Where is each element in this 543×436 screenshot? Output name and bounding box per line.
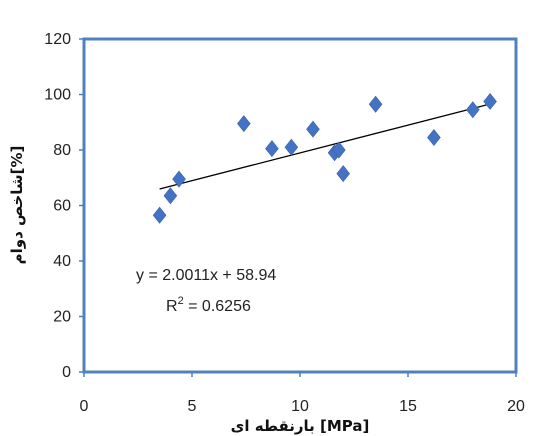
data-point <box>284 138 299 156</box>
r-squared-superscript: 2 <box>178 295 184 307</box>
y-tick-label: 0 <box>62 364 71 381</box>
y-tick-label: 100 <box>44 87 71 104</box>
data-point <box>163 187 178 205</box>
data-point <box>466 101 480 119</box>
data-point <box>483 92 497 110</box>
data-point <box>172 170 186 188</box>
plot-area-border <box>82 37 518 374</box>
y-tick-label: 40 <box>53 253 71 270</box>
y-axis-title: شاخص دوام[%] <box>8 146 26 265</box>
x-axis-title: بارنقطه ای [MPa] <box>231 417 370 435</box>
y-tick-label: 80 <box>53 142 71 159</box>
x-tick-label: 10 <box>291 398 309 415</box>
x-tick-label: 5 <box>188 398 197 415</box>
data-points <box>152 92 497 224</box>
y-tick-label: 20 <box>53 309 71 326</box>
x-tick-label: 20 <box>507 398 525 415</box>
r-squared-label: R2 = 0.6256 <box>166 295 251 315</box>
data-point <box>368 95 383 113</box>
data-point <box>265 140 279 158</box>
data-point <box>152 206 167 224</box>
linear-trendline <box>159 103 491 190</box>
x-tick-label: 15 <box>399 398 417 415</box>
axis-ticks: 0 20 40 60 80 100 120 0 5 10 15 20 <box>44 31 525 415</box>
data-point <box>306 120 320 138</box>
trendline-equation: y = 2.0011x + 58.94 <box>136 267 276 284</box>
r-squared-value: = 0.6256 <box>184 298 251 315</box>
y-tick-label: 60 <box>53 198 71 215</box>
data-point <box>336 165 350 183</box>
y-tick-label: 120 <box>44 31 71 48</box>
data-point <box>427 129 441 146</box>
data-point <box>237 115 251 133</box>
r-squared-prefix: R <box>166 298 178 315</box>
x-tick-label: 0 <box>80 398 89 415</box>
data-point <box>332 141 346 159</box>
